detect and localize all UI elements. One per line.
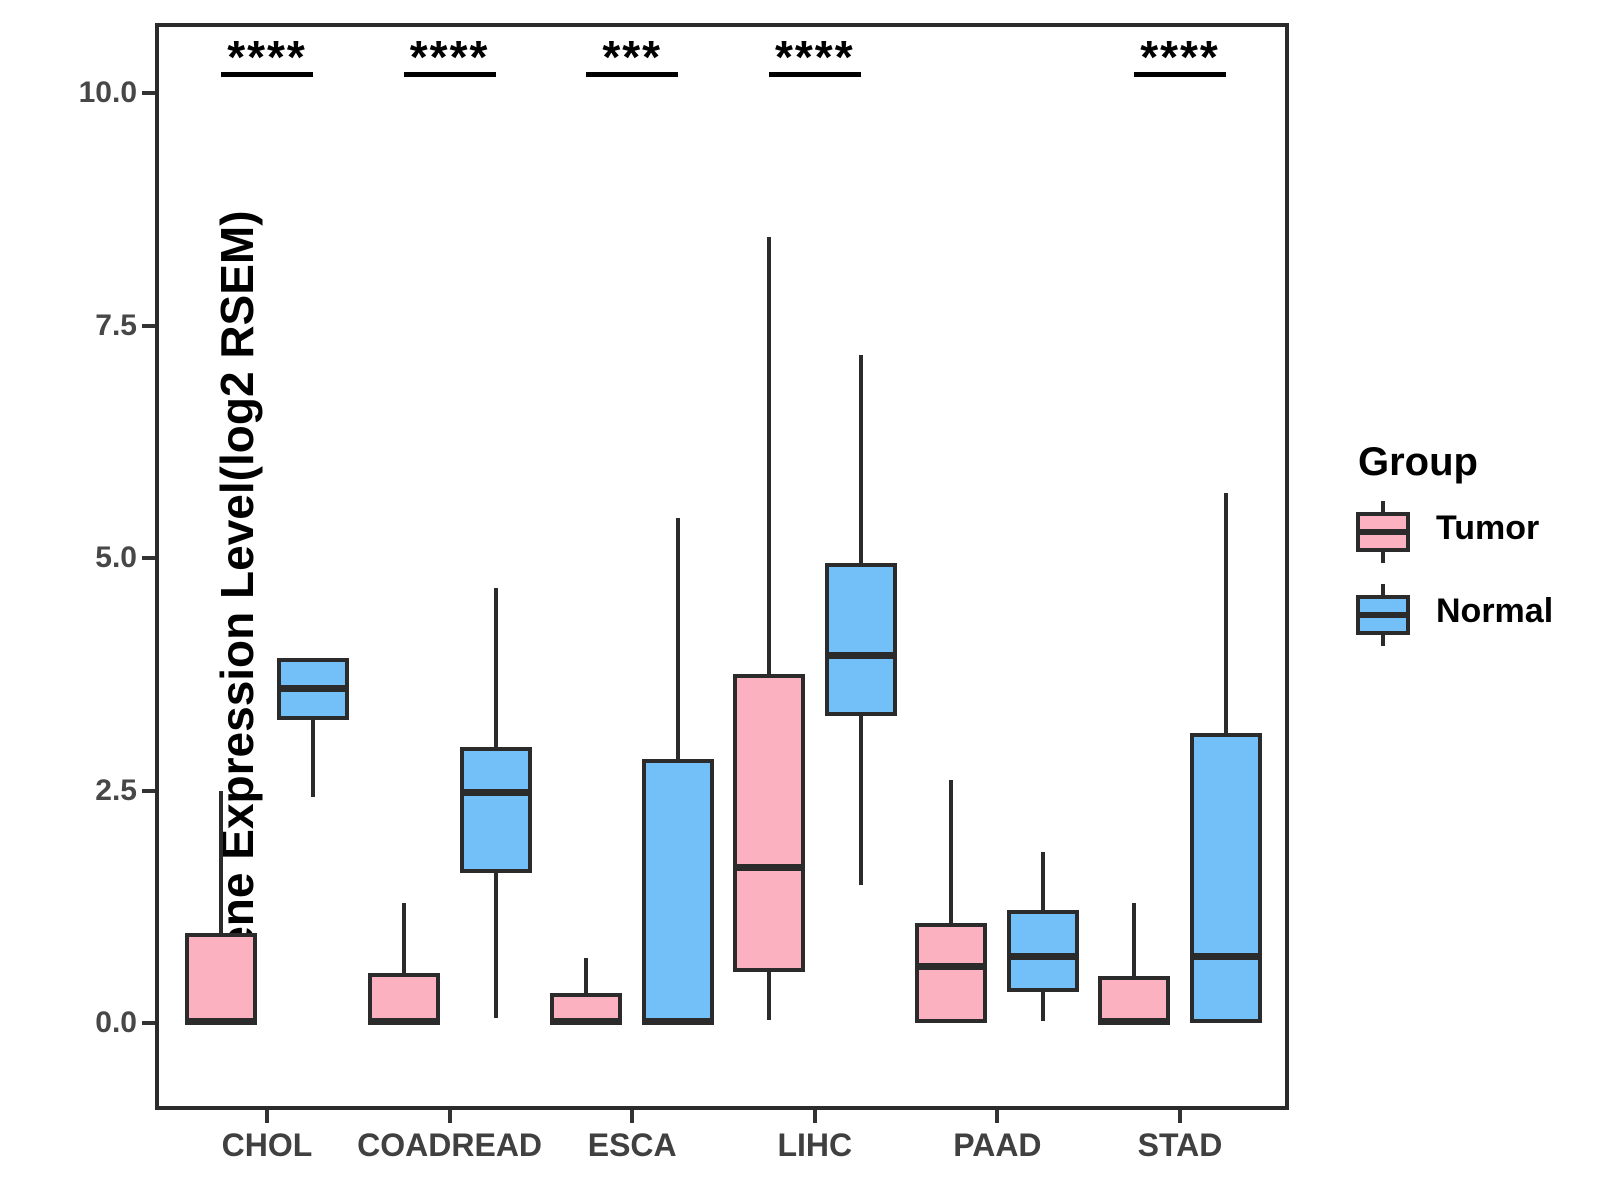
plot-panel: Gene Expression Level(log2 RSEM): [155, 23, 1289, 1110]
legend-key-median: [1356, 612, 1410, 618]
legend-items: Tumor Normal: [1340, 495, 1590, 651]
median-tumor-PAAD: [915, 962, 988, 970]
y-tick-mark: [142, 323, 155, 328]
legend-title: Group: [1358, 440, 1478, 484]
significance-bar-STAD: [1134, 72, 1226, 77]
x-axis-label: COADREAD: [357, 1127, 543, 1163]
x-tick-mark: [265, 1110, 269, 1123]
significance-stars-ESCA: ***: [602, 31, 663, 83]
box-normal-COADREAD: [459, 746, 532, 874]
y-tick-mark: [142, 788, 155, 793]
significance-bar-LIHC: [768, 72, 861, 77]
legend-item-normal: Normal: [1340, 578, 1590, 651]
x-axis-label: STAD: [1137, 1127, 1223, 1163]
box-tumor-COADREAD: [367, 972, 440, 1023]
median-normal-CHOL: [277, 684, 349, 692]
median-normal-COADREAD: [459, 788, 532, 796]
median-tumor-STAD: [1098, 1017, 1170, 1025]
x-tick-mark: [447, 1110, 452, 1123]
whisker-normal-CHOL: [311, 658, 315, 797]
box-normal-STAD: [1190, 732, 1262, 1023]
legend-key-boxplot-icon: [1354, 584, 1412, 646]
whisker-tumor-STAD: [1132, 903, 1136, 1023]
whisker-tumor-PAAD: [949, 780, 954, 1023]
median-tumor-ESCA: [550, 1017, 623, 1025]
whisker-tumor-COADREAD: [401, 903, 406, 1023]
box-normal-ESCA: [642, 758, 715, 1023]
significance-bar-ESCA: [586, 72, 679, 77]
whisker-tumor-ESCA: [584, 957, 589, 1023]
legend-key-boxplot-icon: [1354, 501, 1412, 563]
legend-item-tumor: Tumor: [1340, 495, 1590, 568]
box-tumor-PAAD: [915, 922, 988, 1023]
median-normal-PAAD: [1007, 952, 1080, 960]
y-tick-label: 5.0: [95, 541, 137, 574]
box-tumor-STAD: [1098, 975, 1170, 1023]
significance-stars-CHOL: ****: [227, 31, 307, 83]
x-tick-mark: [1178, 1110, 1182, 1123]
legend-label: Tumor: [1436, 509, 1540, 547]
x-axis-label: ESCA: [587, 1127, 677, 1163]
significance-stars-COADREAD: ****: [409, 31, 490, 83]
whisker-tumor-LIHC: [766, 237, 771, 1021]
x-tick-mark: [995, 1110, 1000, 1123]
y-tick-mark: [142, 1021, 155, 1025]
significance-bar-CHOL: [221, 72, 313, 77]
significance-bar-COADREAD: [403, 72, 496, 77]
median-normal-STAD: [1190, 952, 1262, 960]
median-normal-ESCA: [642, 1017, 715, 1025]
y-tick-mark: [142, 556, 155, 560]
significance-stars-STAD: ****: [1140, 31, 1220, 83]
box-normal-PAAD: [1007, 910, 1080, 993]
y-tick-mark: [142, 91, 155, 95]
significance-stars-LIHC: ****: [774, 31, 855, 83]
median-normal-LIHC: [824, 652, 897, 660]
x-tick-mark: [812, 1110, 817, 1123]
median-tumor-CHOL: [185, 1017, 257, 1025]
x-tick-mark: [630, 1110, 635, 1123]
x-axis-label: CHOL: [221, 1127, 313, 1163]
y-tick-label: 7.5: [95, 308, 137, 342]
box-tumor-LIHC: [732, 674, 805, 972]
whisker-tumor-CHOL: [219, 790, 223, 1023]
y-tick-label: 2.5: [95, 773, 137, 807]
x-axis-label: LIHC: [777, 1127, 853, 1163]
y-tick-label: 10.0: [78, 76, 137, 109]
y-axis-title: Gene Expression Level(log2 RSEM): [211, 210, 263, 988]
median-tumor-LIHC: [732, 864, 805, 872]
y-tick-label: 0.0: [95, 1006, 137, 1039]
legend-label: Normal: [1436, 592, 1554, 630]
box-normal-LIHC: [824, 562, 897, 717]
median-tumor-COADREAD: [367, 1017, 440, 1025]
legend: Group Tumor Normal: [1340, 440, 1590, 651]
x-axis-label: PAAD: [953, 1127, 1042, 1163]
legend-key-median: [1356, 529, 1410, 535]
box-tumor-CHOL: [185, 932, 257, 1023]
